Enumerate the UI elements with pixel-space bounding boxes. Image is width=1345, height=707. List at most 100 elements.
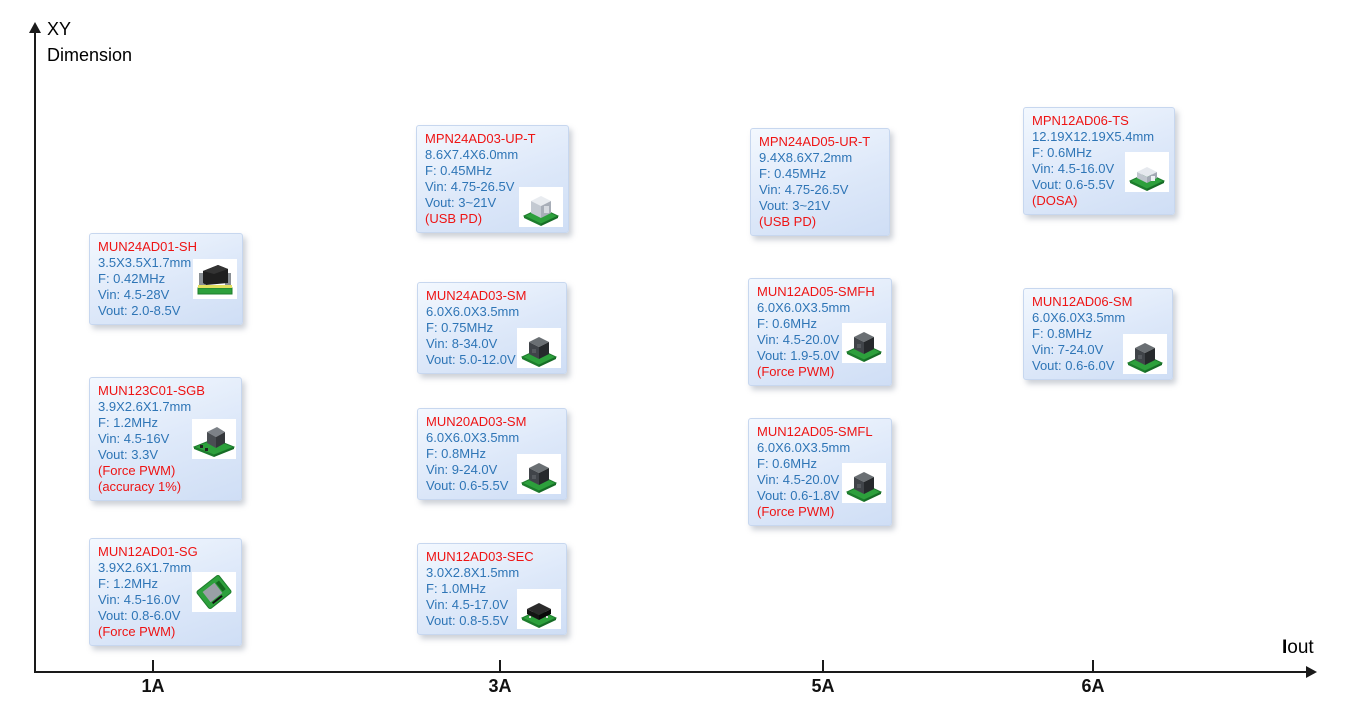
dimensions-spec: 9.4X8.6X7.2mm — [759, 150, 853, 165]
note-line: (Force PWM) — [757, 364, 835, 379]
dark-cube-icon — [842, 463, 886, 503]
vout-spec: Vout: 0.8-5.5V — [426, 613, 509, 628]
vin-spec: Vin: 4.5-16.0V — [98, 592, 181, 607]
product-card: MUN20AD03-SM 6.0X6.0X3.5mm F: 0.8MHz Vin… — [417, 408, 567, 500]
frequency-spec: F: 0.45MHz — [425, 163, 493, 178]
frequency-spec: F: 1.0MHz — [426, 581, 486, 596]
note-line: (USB PD) — [425, 211, 483, 226]
dark-cube-icon — [842, 323, 886, 363]
dimensions-spec: 6.0X6.0X3.5mm — [426, 430, 520, 445]
dark-cube-icon — [517, 328, 561, 368]
notes: (Force PWM) — [757, 364, 883, 380]
black-flat-module-icon — [517, 589, 561, 629]
x-tick-label: 6A — [1081, 676, 1105, 696]
x-tick-label: 5A — [811, 676, 835, 696]
vin-spec: Vin: 4.5-28V — [98, 287, 170, 302]
vin-spec: Vin: 4.5-20.0V — [757, 472, 840, 487]
notes: (Force PWM) — [757, 504, 883, 520]
part-number: MPN24AD03-UP-T — [425, 131, 536, 146]
y-axis-arrow-icon — [29, 22, 41, 33]
silver-cube-icon — [519, 187, 563, 227]
part-number: MUN24AD01-SH — [98, 239, 197, 254]
part-number: MUN24AD03-SM — [426, 288, 527, 303]
frequency-spec: F: 0.75MHz — [426, 320, 494, 335]
inductor-module-icon — [193, 259, 237, 299]
x-tick-label: 3A — [488, 676, 512, 696]
x-axis-label: Iout — [1282, 637, 1314, 659]
dimensions-spec: 6.0X6.0X3.5mm — [426, 304, 520, 319]
part-number: MUN12AD03-SEC — [426, 549, 534, 564]
x-axis-arrow-icon — [1306, 666, 1317, 678]
y-axis-title-line1: XY — [47, 19, 72, 39]
vin-spec: Vin: 4.5-16V — [98, 431, 170, 446]
frequency-spec: F: 0.6MHz — [757, 316, 817, 331]
frequency-spec: F: 0.8MHz — [426, 446, 486, 461]
vin-spec: Vin: 7-24.0V — [1032, 342, 1104, 357]
frequency-spec: F: 0.6MHz — [1032, 145, 1092, 160]
vout-spec: Vout: 0.6-5.5V — [426, 478, 509, 493]
y-axis-line — [34, 30, 36, 672]
note-line: (Force PWM) — [98, 463, 176, 478]
product-card: MPN24AD05-UR-T 9.4X8.6X7.2mm F: 0.45MHz … — [750, 128, 890, 236]
y-axis-title: XY Dimension — [47, 16, 132, 68]
part-number: MUN12AD05-SMFL — [757, 424, 873, 439]
vout-spec: Vout: 2.0-8.5V — [98, 303, 181, 318]
part-number: MUN123C01-SGB — [98, 383, 205, 398]
note-line: (Force PWM) — [98, 624, 176, 639]
vout-spec: Vout: 0.6-6.0V — [1032, 358, 1115, 373]
frequency-spec: F: 0.42MHz — [98, 271, 166, 286]
dimensions-spec: 8.6X7.4X6.0mm — [425, 147, 519, 162]
vin-spec: Vin: 4.5-17.0V — [426, 597, 509, 612]
dimensions-spec: 6.0X6.0X3.5mm — [757, 440, 851, 455]
product-card: MUN24AD03-SM 6.0X6.0X3.5mm F: 0.75MHz Vi… — [417, 282, 567, 374]
dimensions-spec: 12.19X12.19X5.4mm — [1032, 129, 1155, 144]
product-card: MUN12AD05-SMFH 6.0X6.0X3.5mm F: 0.6MHz V… — [748, 278, 892, 386]
product-card: MPN24AD03-UP-T 8.6X7.4X6.0mm F: 0.45MHz … — [416, 125, 569, 233]
dimensions-spec: 6.0X6.0X3.5mm — [1032, 310, 1126, 325]
part-number: MUN12AD01-SG — [98, 544, 198, 559]
note-line: (USB PD) — [759, 214, 817, 229]
vout-spec: Vout: 5.0-12.0V — [426, 352, 516, 367]
x-axis-label-rest: out — [1287, 637, 1314, 658]
vin-spec: Vin: 4.5-16.0V — [1032, 161, 1115, 176]
part-number: MUN20AD03-SM — [426, 414, 527, 429]
dimensions-spec: 3.9X2.6X1.7mm — [98, 560, 192, 575]
notes: (DOSA) — [1032, 193, 1166, 209]
silver-flat-module-icon — [1125, 152, 1169, 192]
product-card: MUN24AD01-SH 3.5X3.5X1.7mm F: 0.42MHz Vi… — [89, 233, 243, 325]
dark-cube-icon — [517, 454, 561, 494]
y-axis-title-line2: Dimension — [47, 45, 133, 65]
product-card: MUN12AD05-SMFL 6.0X6.0X3.5mm F: 0.6MHz V… — [748, 418, 892, 526]
dark-cube-icon — [1123, 334, 1167, 374]
tilted-pcb-icon — [192, 572, 236, 612]
notes: (Force PWM) — [98, 624, 233, 640]
part-number: MUN12AD05-SMFH — [757, 284, 875, 299]
vin-spec: Vin: 4.75-26.5V — [425, 179, 515, 194]
x-tick-mark — [152, 660, 154, 673]
dimensions-spec: 3.5X3.5X1.7mm — [98, 255, 192, 270]
vout-spec: Vout: 1.9-5.0V — [757, 348, 840, 363]
note-line: (Force PWM) — [757, 504, 835, 519]
frequency-spec: F: 1.2MHz — [98, 576, 158, 591]
vout-spec: Vout: 3~21V — [425, 195, 497, 210]
dimensions-spec: 6.0X6.0X3.5mm — [757, 300, 851, 315]
frequency-spec: F: 0.6MHz — [757, 456, 817, 471]
cube-long-board-icon — [192, 419, 236, 459]
vin-spec: Vin: 4.75-26.5V — [759, 182, 849, 197]
part-number: MUN12AD06-SM — [1032, 294, 1133, 309]
vout-spec: Vout: 3.3V — [98, 447, 158, 462]
x-tick-label: 1A — [141, 676, 165, 696]
product-card: MUN12AD01-SG 3.9X2.6X1.7mm F: 1.2MHz Vin… — [89, 538, 242, 646]
part-number: MPN12AD06-TS — [1032, 113, 1129, 128]
x-tick-mark — [1092, 660, 1094, 673]
frequency-spec: F: 1.2MHz — [98, 415, 158, 430]
x-axis-line — [34, 671, 1310, 673]
x-tick-mark — [822, 660, 824, 673]
part-number: MPN24AD05-UR-T — [759, 134, 871, 149]
notes: (USB PD) — [759, 214, 881, 230]
notes: (Force PWM) (accuracy 1%) — [98, 463, 233, 495]
vout-spec: Vout: 0.6-1.8V — [757, 488, 840, 503]
vin-spec: Vin: 9-24.0V — [426, 462, 498, 477]
vin-spec: Vin: 4.5-20.0V — [757, 332, 840, 347]
